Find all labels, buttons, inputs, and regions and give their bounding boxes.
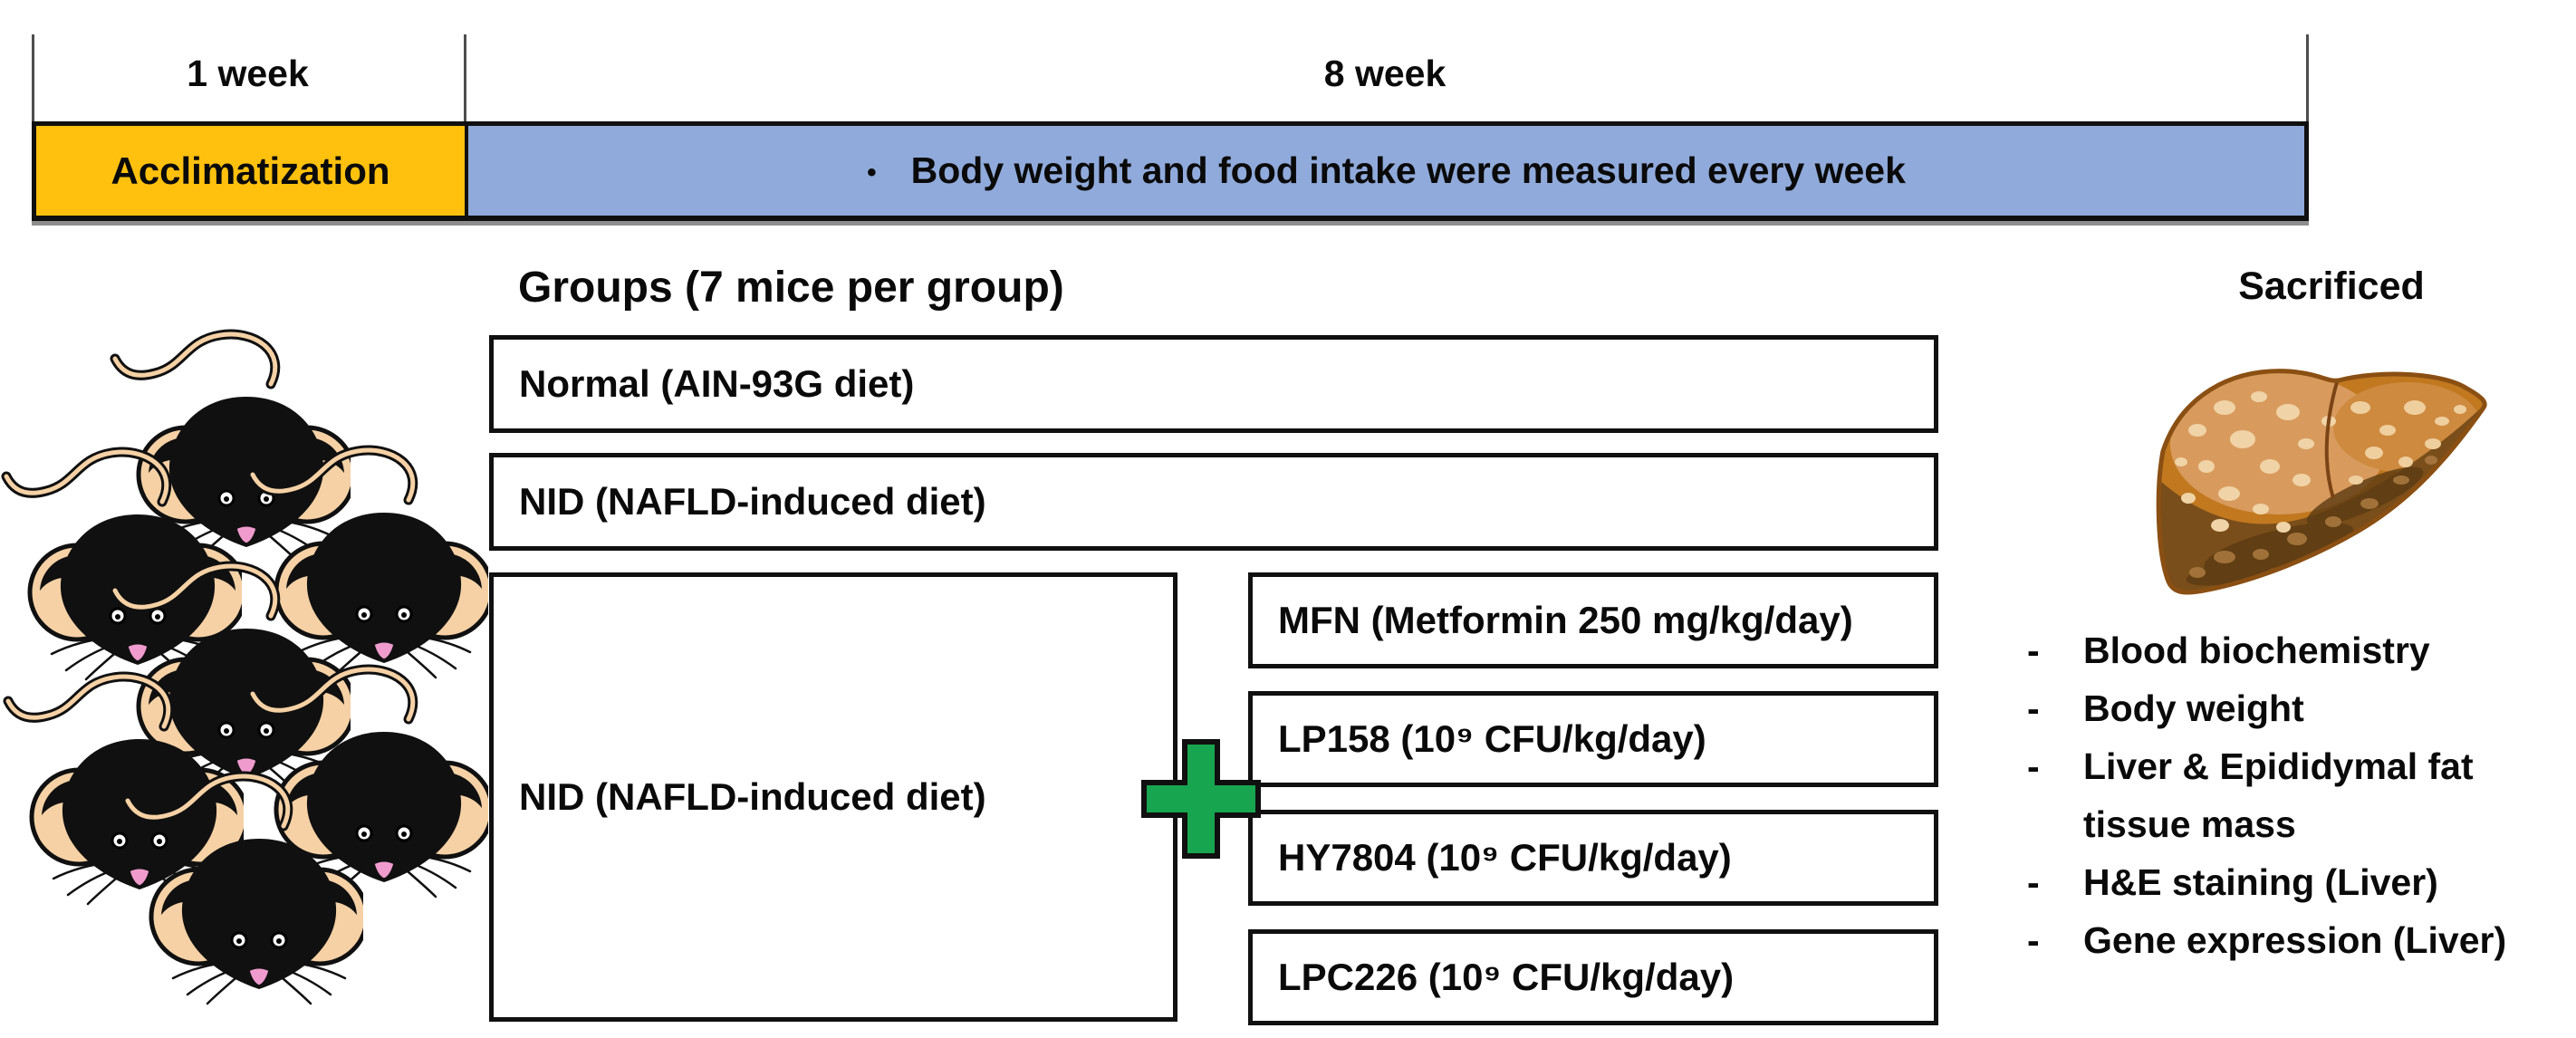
groups-heading: Groups (7 mice per group) (518, 264, 1064, 312)
treatment-label: LP158 (10⁹ CFU/kg/day) (1278, 717, 1706, 760)
week-1-label: 1 week (187, 53, 309, 94)
list-item: - Body weight (2027, 679, 2576, 737)
measurement-text: Gene expression (Liver) (2083, 919, 2507, 961)
liver-icon (2156, 369, 2487, 595)
treatment-label: MFN (Metformin 250 mg/kg/day) (1278, 599, 1853, 641)
treatment-label: LPC226 (10⁹ CFU/kg/day) (1278, 956, 1735, 998)
measurement-text: H&E staining (Liver) (2083, 861, 2438, 903)
list-item: - Blood biochemistry (2027, 621, 2576, 679)
treatment-box-lpc226: LPC226 (10⁹ CFU/kg/day) (1248, 929, 1938, 1025)
plus-icon (1141, 739, 1261, 859)
dash-marker: - (2027, 687, 2040, 729)
dash-marker: - (2027, 745, 2040, 787)
timeline-bar: Acclimatization • Body weight and food i… (32, 121, 2309, 226)
group-label: NID (NAFLD-induced diet) (519, 480, 986, 523)
mouse-icon (73, 761, 363, 1005)
list-item: - Gene expression (Liver) (2027, 911, 2576, 969)
timeline-tick-end (2306, 34, 2309, 122)
treatment-box-hy7804: HY7804 (10⁹ CFU/kg/day) (1248, 810, 1938, 906)
group-label: Normal (AIN-93G diet) (519, 362, 915, 405)
list-item: - Liver & Epididymal fat tissue mass (2027, 737, 2576, 853)
dash-marker: - (2027, 861, 2040, 903)
sacrificed-heading: Sacrificed (2238, 264, 2425, 308)
group-box-nid-main: NID (NAFLD-induced diet) (489, 572, 1177, 1022)
treatment-box-mfn: MFN (Metformin 250 mg/kg/day) (1248, 572, 1938, 668)
measurement-text: Blood biochemistry (2083, 630, 2430, 671)
measurement-note: Body weight and food intake were measure… (910, 149, 1906, 191)
treatment-box-lp158: LP158 (10⁹ CFU/kg/day) (1248, 691, 1938, 787)
measurement-text: Liver & Epididymal fat tissue mass (2083, 745, 2474, 845)
group-box-nid: NID (NAFLD-induced diet) (489, 453, 1938, 551)
measurements-list: - Blood biochemistry - Body weight - Liv… (2027, 621, 2576, 969)
group-label: NID (NAFLD-induced diet) (519, 775, 986, 818)
group-box-normal: Normal (AIN-93G diet) (489, 335, 1938, 433)
measurement-text: Body weight (2083, 687, 2304, 729)
acclimatization-phase: Acclimatization (36, 126, 468, 216)
measurement-phase: • Body weight and food intake were measu… (468, 126, 2304, 216)
dash-marker: - (2027, 919, 2040, 961)
list-item: - H&E staining (Liver) (2027, 853, 2576, 911)
dash-marker: - (2027, 630, 2040, 671)
bullet-dot: • (867, 157, 877, 187)
treatment-label: HY7804 (10⁹ CFU/kg/day) (1278, 836, 1732, 879)
timeline-tick-start (32, 34, 34, 122)
timeline-tick-divider (464, 34, 466, 122)
week-8-label: 8 week (1323, 53, 1447, 94)
